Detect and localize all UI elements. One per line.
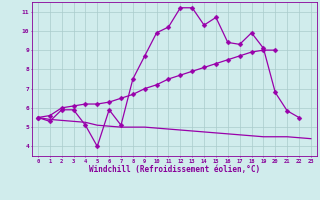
X-axis label: Windchill (Refroidissement éolien,°C): Windchill (Refroidissement éolien,°C): [89, 165, 260, 174]
